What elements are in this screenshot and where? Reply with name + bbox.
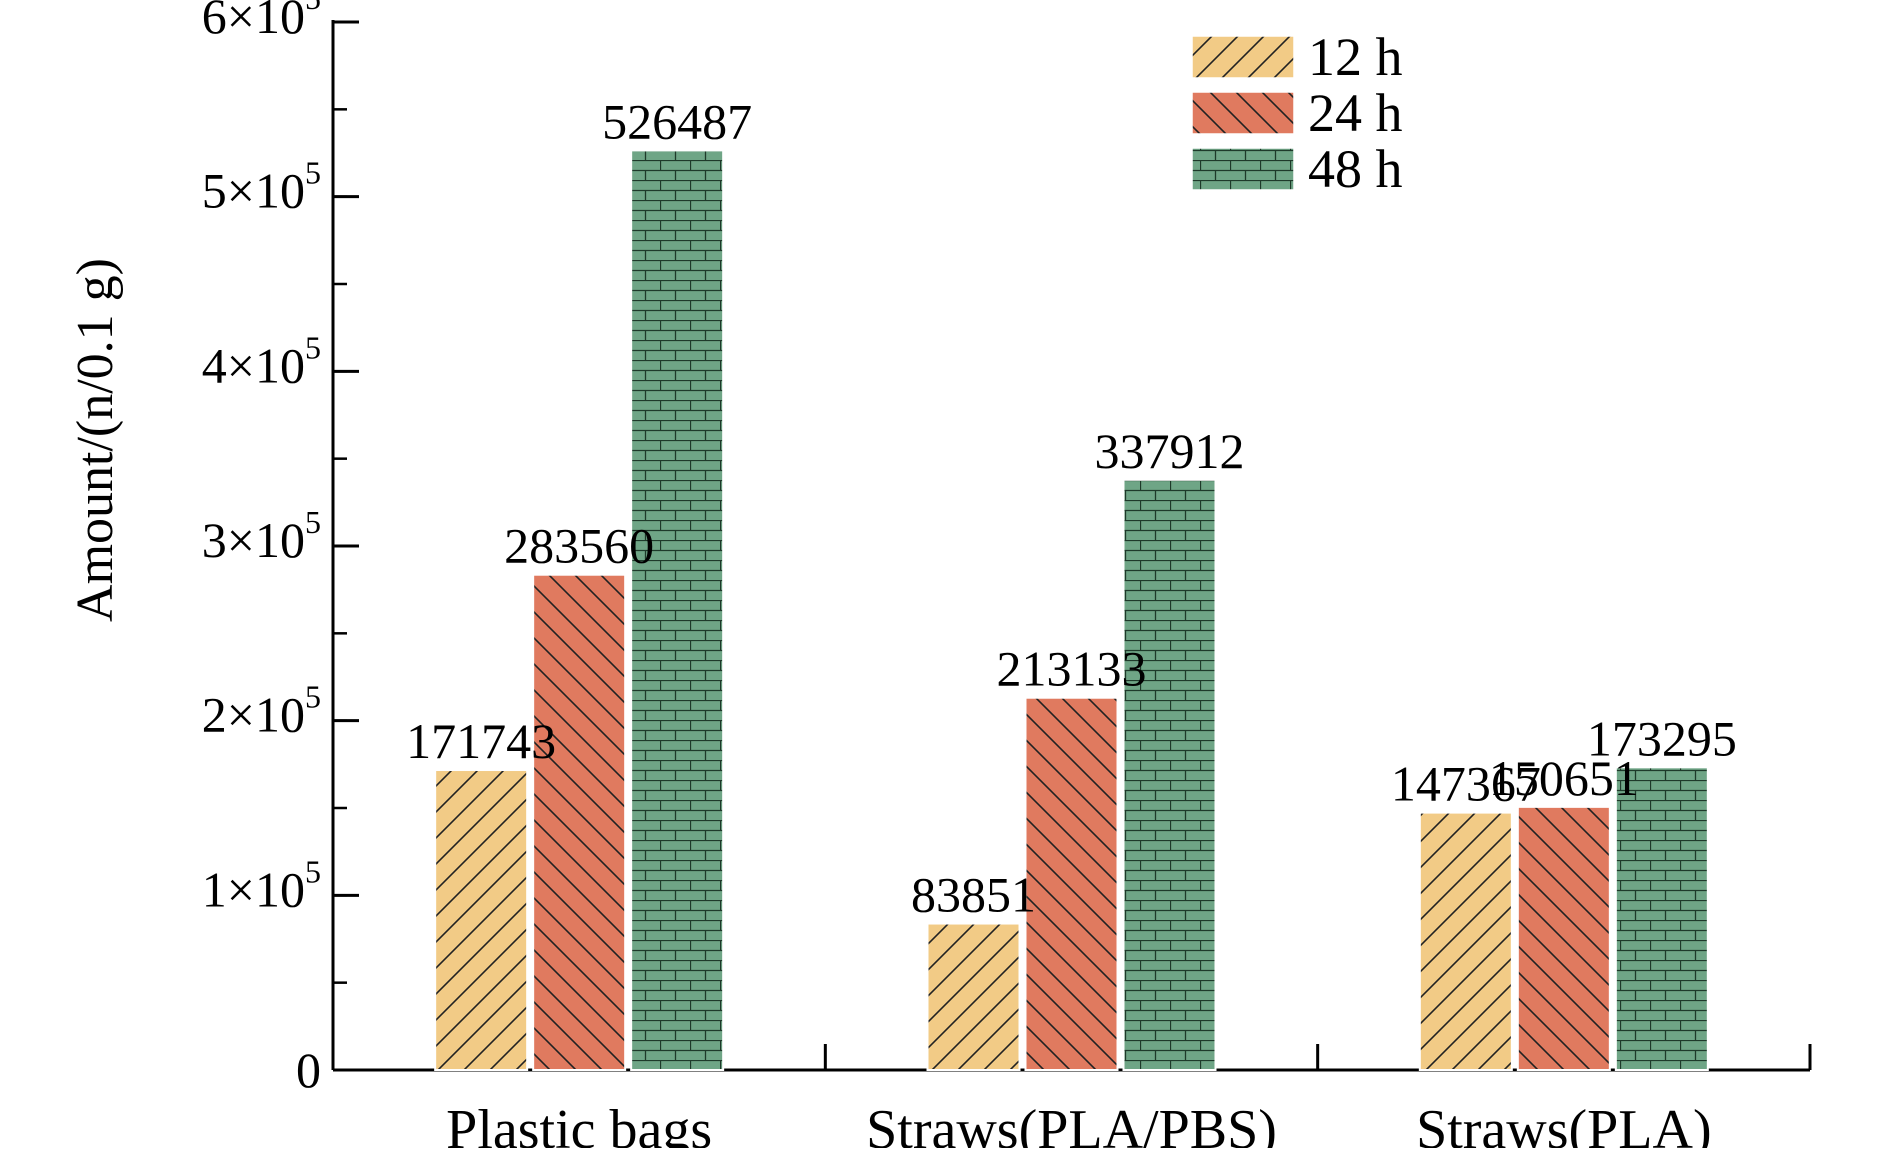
- bar-24h-1: [1024, 696, 1119, 1072]
- bar-12h-2: [1418, 811, 1513, 1072]
- bar-48h-1: [1122, 478, 1217, 1071]
- bar-12h-0: [434, 769, 529, 1071]
- legend-swatch-12h: [1191, 35, 1295, 79]
- y-tick-label: 6×105: [202, 0, 321, 44]
- legend-label: 24 h: [1308, 83, 1403, 143]
- legend: 12 h24 h48 h: [1191, 27, 1403, 199]
- bars: [434, 149, 1709, 1072]
- x-category-label: Straws(PLA/PBS): [866, 1099, 1277, 1148]
- bar-48h-0: [630, 149, 725, 1071]
- bar-24h-0: [532, 573, 627, 1071]
- y-tick-label: 5×105: [202, 155, 321, 219]
- data-label: 283560: [504, 518, 654, 574]
- legend-swatch-48h: [1191, 147, 1295, 191]
- data-label: 173295: [1587, 710, 1737, 766]
- legend-swatch-24h: [1191, 91, 1295, 135]
- data-label: 150651: [1489, 750, 1639, 806]
- y-tick-label: 1×105: [202, 853, 321, 917]
- y-tick-label: 4×105: [202, 329, 321, 393]
- bar-48h-2: [1614, 766, 1709, 1071]
- y-tick-label: 0: [296, 1042, 321, 1098]
- y-tick-label: 3×105: [202, 504, 321, 568]
- value-labels: 171743 283560 526487 83851 213133 337912 14736…: [406, 93, 1737, 922]
- bar-12h-1: [926, 922, 1021, 1072]
- y-tick-label: 2×105: [202, 679, 321, 743]
- data-label: 171743: [406, 713, 556, 769]
- bar-24h-2: [1516, 805, 1611, 1071]
- data-label: 147367: [1391, 756, 1541, 812]
- x-category-label: Straws(PLA): [1416, 1099, 1712, 1148]
- legend-label: 12 h: [1308, 27, 1403, 87]
- data-label: 526487: [602, 93, 752, 149]
- legend-label: 48 h: [1308, 139, 1403, 199]
- data-label: 337912: [1095, 423, 1245, 479]
- y-axis-label: Amount/(n/0.1 g): [67, 258, 124, 622]
- data-label: 83851: [911, 867, 1036, 923]
- x-category-label: Plastic bags: [446, 1099, 712, 1148]
- axes: 0 1×105 2×105 3×105 4×105 5×105 6×105 Plastic b…: [202, 0, 1812, 1153]
- data-label: 213133: [997, 641, 1147, 697]
